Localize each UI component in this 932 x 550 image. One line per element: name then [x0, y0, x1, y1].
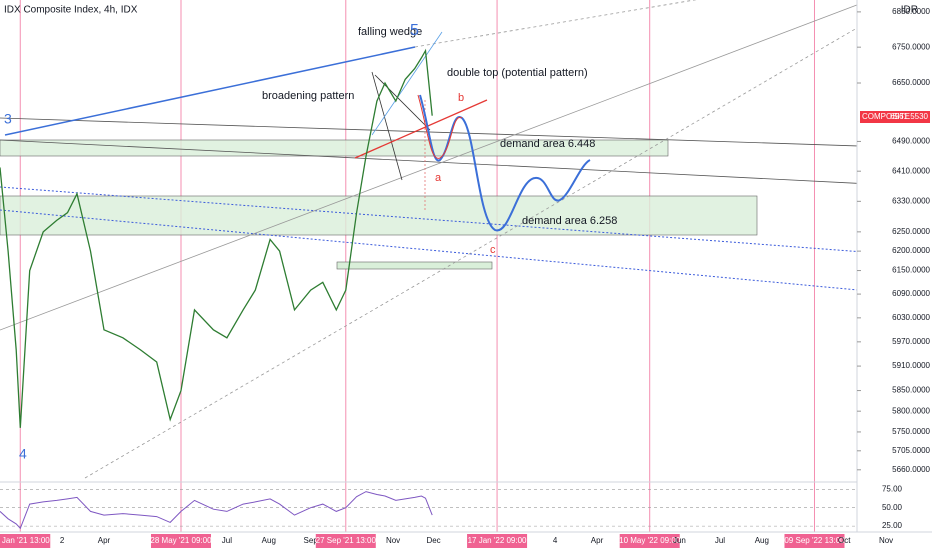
- drawings: [0, 0, 857, 479]
- annotation: 4: [19, 446, 27, 462]
- annotation: demand area 6.448: [500, 138, 595, 150]
- y-tick-label: 6850.0000: [892, 7, 930, 16]
- x-tick-label: Oct: [838, 536, 851, 545]
- y-tick-label: 5910.0000: [892, 361, 930, 370]
- wedge-line: [371, 31, 443, 136]
- trend-line: [0, 117, 857, 147]
- date-marker-box: [784, 534, 845, 548]
- x-tick-label: Jun: [673, 536, 686, 545]
- trend-line: [0, 4, 857, 331]
- y-tick-label: 5660.0000: [892, 465, 930, 474]
- x-tick-label: 17 Jan '22 09:00: [468, 536, 527, 545]
- annotation: double top (potential pattern): [447, 67, 588, 79]
- y-tick-label: 6750.0000: [892, 42, 930, 51]
- y-tick-label: 75.00: [882, 484, 903, 493]
- broadening-line: [4, 46, 416, 136]
- x-tick-label: Jul: [715, 536, 725, 545]
- x-tick-label: 4: [553, 536, 558, 545]
- x-tick-label: 28 May '21 09:00: [150, 536, 212, 545]
- annotation: b: [458, 92, 464, 104]
- y-tick-label: 5970.0000: [892, 337, 930, 346]
- annotation: 3: [4, 111, 12, 127]
- y-tick-label: 25.00: [882, 521, 903, 530]
- projected-path: [419, 94, 591, 232]
- y-tick-label: 5750.0000: [892, 427, 930, 436]
- y-tick-label: 5800.0000: [892, 406, 930, 415]
- x-tick-label: Apr: [591, 536, 604, 545]
- y-tick-label: 6490.0000: [892, 137, 930, 146]
- annotation: c: [490, 244, 496, 256]
- chart-title: IDX Composite Index, 4h, IDX: [4, 5, 138, 16]
- trend-line: [0, 139, 857, 184]
- date-marker-box: [619, 534, 680, 548]
- demand-zone: [0, 195, 758, 236]
- date-marker-box: [0, 534, 51, 548]
- y-tick-label: 6250.0000: [892, 227, 930, 236]
- date-marker-box: [150, 534, 211, 548]
- x-tick-label: Nov: [386, 536, 400, 545]
- currency: IDR: [901, 5, 918, 16]
- y-tick-label: 5705.0000: [892, 446, 930, 455]
- annotation: falling wedge: [358, 26, 422, 38]
- trend-line: [0, 209, 857, 291]
- annotation: demand area 6.258: [522, 215, 617, 227]
- annotation: 5: [410, 22, 419, 39]
- annotation: broadening pattern: [262, 90, 354, 102]
- date-marker-box: [315, 534, 376, 548]
- date-marker-box: [467, 534, 528, 548]
- y-tick-label: 6030.0000: [892, 313, 930, 322]
- trend-line: [0, 186, 857, 253]
- x-tick-label: Dec: [426, 536, 440, 545]
- x-tick-label: Jul: [222, 536, 232, 545]
- x-tick-label: 2: [60, 536, 65, 545]
- y-tick-label: 6410.0000: [892, 166, 930, 175]
- wedge-line: [371, 71, 403, 181]
- x-tick-label: Apr: [98, 536, 111, 545]
- y-tick-label: 6200.0000: [892, 246, 930, 255]
- y-tick-label: 5850.0000: [892, 386, 930, 395]
- x-tick-label: 09 Sep '22 13:00: [784, 536, 845, 545]
- symbol-label: COMPOSITE: [862, 112, 910, 121]
- x-tick-label: Sep: [304, 536, 319, 545]
- y-tick-label: 6650.0000: [892, 78, 930, 87]
- last-price: 6561.5530: [890, 112, 928, 121]
- demand-zone: [336, 261, 493, 270]
- x-tick-label: 10 May '22 09:00: [619, 536, 681, 545]
- x-tick-label: 27 Sep '21 13:00: [316, 536, 377, 545]
- rsi-line: [0, 491, 433, 530]
- y-tick-label: 6330.0000: [892, 196, 930, 205]
- x-tick-label: Nov: [879, 536, 893, 545]
- price-tag: [860, 111, 930, 123]
- y-tick-label: 50.00: [882, 503, 903, 512]
- neck-line: [354, 99, 488, 159]
- x-tick-label: Aug: [755, 536, 769, 545]
- y-tick-label: 6150.0000: [892, 266, 930, 275]
- y-tick-label: 6090.0000: [892, 289, 930, 298]
- projected-path: [417, 94, 463, 159]
- annotation: a: [435, 172, 442, 184]
- x-tick-label: Aug: [262, 536, 276, 545]
- trend-line: [84, 27, 857, 479]
- demand-zone: [0, 139, 669, 157]
- price-line: [0, 48, 433, 428]
- x-tick-label: 29 Jan '21 13:00: [0, 536, 50, 545]
